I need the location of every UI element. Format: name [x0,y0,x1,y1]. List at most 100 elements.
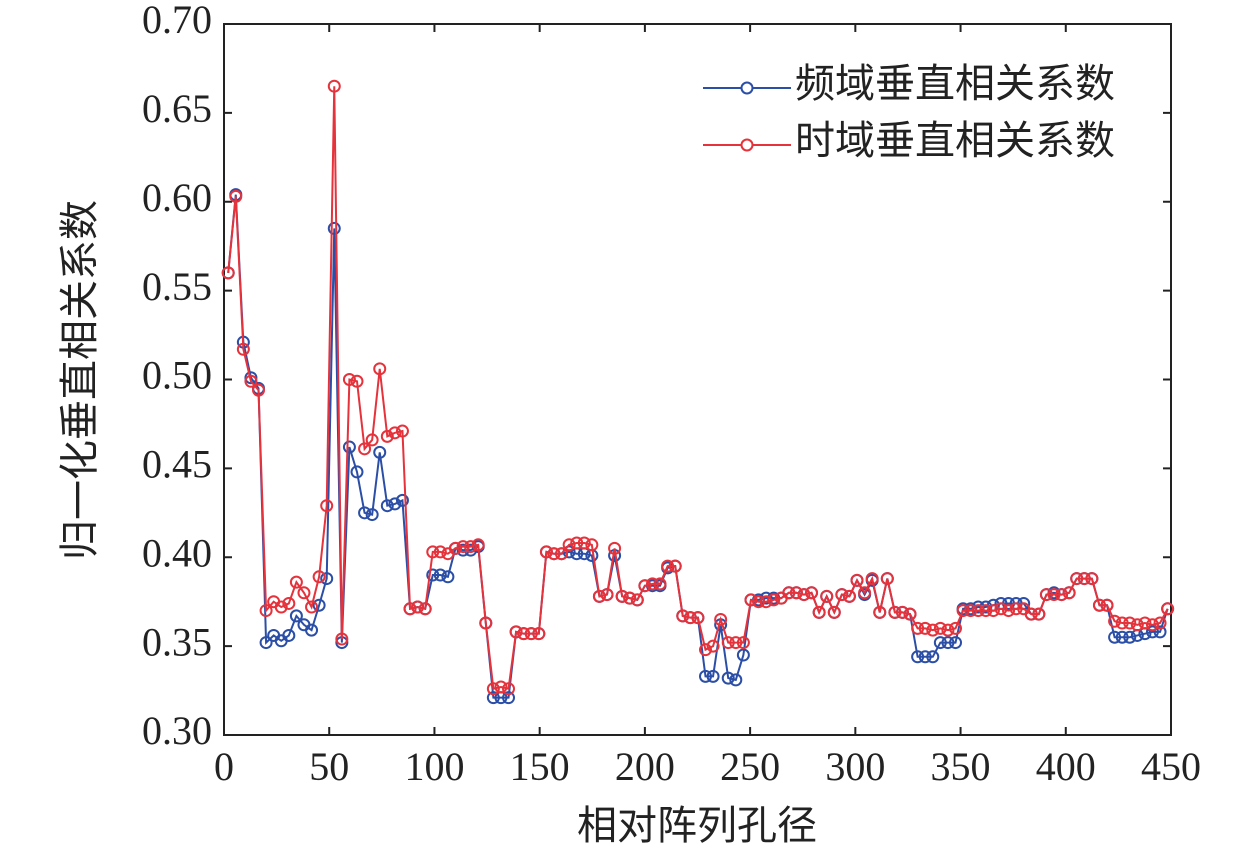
x-tick-label: 350 [931,744,991,789]
legend-marker [740,138,754,152]
series-marker [623,591,637,605]
series-marker [441,570,455,584]
series-marker [1062,586,1076,600]
series-marker [577,536,591,550]
series-marker [956,604,970,618]
series-marker [395,493,409,507]
series-marker [221,266,235,280]
series-marker [911,621,925,635]
series-marker [456,543,470,557]
series-marker [971,600,985,614]
series-marker [608,541,622,555]
series-marker [933,621,947,635]
series-marker [941,623,955,637]
series-marker [645,577,659,591]
series-marker [1092,598,1106,612]
series-marker [683,611,697,625]
series-marker [600,588,614,602]
series-marker [350,465,364,479]
series-marker [502,682,516,696]
series-marker [1032,607,1046,621]
series-marker [486,682,500,696]
series-marker [918,621,932,635]
y-tick-label: 0.30 [142,708,212,753]
series-marker [312,570,326,584]
series-marker [433,545,447,559]
x-tick-label: 450 [1141,744,1201,789]
x-tick-label: 200 [615,744,675,789]
series-marker [767,593,781,607]
x-tick-label: 250 [720,744,780,789]
series-marker [736,636,750,650]
series-marker [1108,630,1122,644]
series-marker [244,371,258,385]
series-marker [236,342,250,356]
series-marker [358,506,372,520]
series-marker [418,602,432,616]
series-marker [1009,602,1023,616]
series-marker [653,577,667,591]
series-marker [736,648,750,662]
series-marker [358,442,372,456]
series-marker [335,632,349,646]
x-tick-label: 100 [404,744,464,789]
series-marker [411,600,425,614]
series-marker [789,586,803,600]
series-marker [592,589,606,603]
series-marker [1047,588,1061,602]
series-marker [979,600,993,614]
series-marker [297,586,311,600]
series-marker [373,362,387,376]
series-marker [858,586,872,600]
y-tick-label: 0.45 [142,442,212,487]
series-marker [1085,572,1099,586]
series-marker [342,373,356,386]
series-marker [570,536,584,550]
series-marker [320,499,334,513]
series-marker [1002,604,1016,618]
series-marker [698,643,712,657]
series-marker [456,540,470,554]
series-marker [676,609,690,623]
series-marker [365,433,379,447]
series-marker [986,604,1000,618]
series-marker [941,636,955,650]
series-marker [1115,616,1129,630]
y-tick-label: 0.55 [142,264,212,309]
series-marker [274,600,288,614]
series-marker [706,639,720,653]
series-marker [850,573,864,587]
series-marker [373,445,387,459]
series-marker [259,636,273,650]
series-marker [994,602,1008,616]
series-marker [729,636,743,650]
series-marker [464,540,478,554]
series-marker [1123,616,1137,630]
series-marker [721,671,735,685]
series-marker [615,589,629,603]
series-marker [812,605,826,619]
series-marker [1153,616,1167,630]
series-marker [502,691,516,705]
series-marker [494,680,508,694]
series-marker [1039,588,1053,602]
series-marker [895,605,909,619]
series-marker [486,691,500,705]
series-marker [562,538,576,552]
series-marker [342,440,356,454]
series-marker [888,605,902,619]
series-marker [1145,618,1159,632]
series-marker [320,572,334,586]
y-tick-label: 0.60 [142,175,212,220]
series-marker [282,628,296,642]
series-marker [1145,625,1159,639]
series-marker [479,616,493,630]
series-marker [668,559,682,573]
series-marker [835,588,849,602]
series-marker [1161,602,1175,616]
series-marker [903,607,917,621]
series-marker [933,636,947,650]
y-tick-label: 0.65 [142,86,212,131]
series-marker [752,595,766,609]
